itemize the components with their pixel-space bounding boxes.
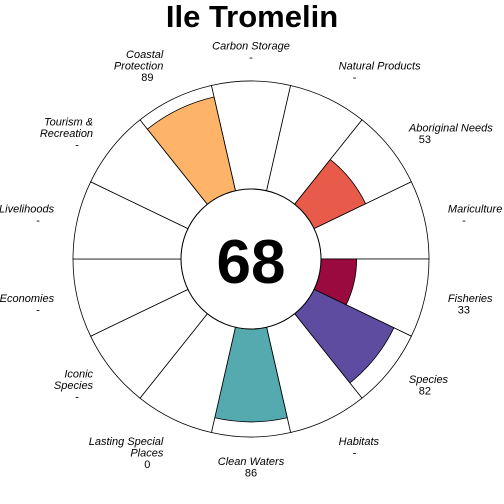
petal-value: - — [249, 52, 253, 64]
petal-label-economies: Economies- — [0, 293, 55, 317]
petal-label-text: Carbon Storage — [212, 41, 290, 53]
petal-value: - — [462, 215, 466, 227]
petal-label-text: Iconic — [64, 368, 93, 380]
petal-label-text: Fisheries — [448, 293, 493, 305]
petal-label-carbon-storage: Carbon Storage- — [212, 41, 290, 65]
petal-label-text: Species — [409, 374, 449, 386]
petal-value: 82 — [419, 386, 431, 398]
petal-value: - — [75, 140, 79, 152]
center-circle — [180, 188, 322, 330]
petal-label-text: Mariculture — [448, 203, 502, 215]
petal-label-habitats: Habitats- — [339, 436, 380, 460]
labels-group: Carbon Storage-Natural Products-Aborigin… — [0, 41, 502, 480]
petal-value: - — [36, 305, 40, 317]
center-score: 68 — [217, 228, 286, 297]
petal-label-text: Clean Waters — [218, 456, 285, 468]
petal-label-text: Economies — [0, 293, 55, 305]
petal-label-text: Tourism & — [44, 117, 93, 129]
petal-label-text: Species — [54, 380, 94, 392]
petal-value: 0 — [144, 459, 150, 471]
petal-label-text: Protection — [114, 61, 164, 73]
petal-label-natural-products: Natural Products- — [339, 61, 421, 85]
petal-label-text: Aboriginal Needs — [408, 122, 493, 134]
petal-label-text: Livelihoods — [0, 203, 55, 215]
petal-value: 53 — [419, 134, 431, 146]
petal-value: 33 — [458, 305, 470, 317]
chart-title: Ile Tromelin — [166, 0, 338, 34]
petal-label-text: Natural Products — [339, 61, 421, 73]
petal-label-text: Coastal — [126, 49, 164, 61]
petal-value: 86 — [245, 468, 257, 480]
petal-label-text: Lasting Special — [89, 436, 164, 448]
petal-label-tourism-recreation: Tourism &Recreation- — [40, 117, 93, 152]
petal-value: - — [36, 215, 40, 227]
petal-value: 89 — [141, 72, 153, 84]
petal-value: - — [353, 447, 357, 459]
petal-label-mariculture: Mariculture- — [448, 203, 502, 227]
petal-label-text: Habitats — [339, 436, 380, 448]
petal-label-text: Places — [130, 447, 164, 459]
petal-value: - — [75, 391, 79, 403]
petal-label-text: Recreation — [40, 128, 93, 140]
petal-value: - — [353, 72, 357, 84]
petal-label-livelihoods: Livelihoods- — [0, 203, 55, 227]
